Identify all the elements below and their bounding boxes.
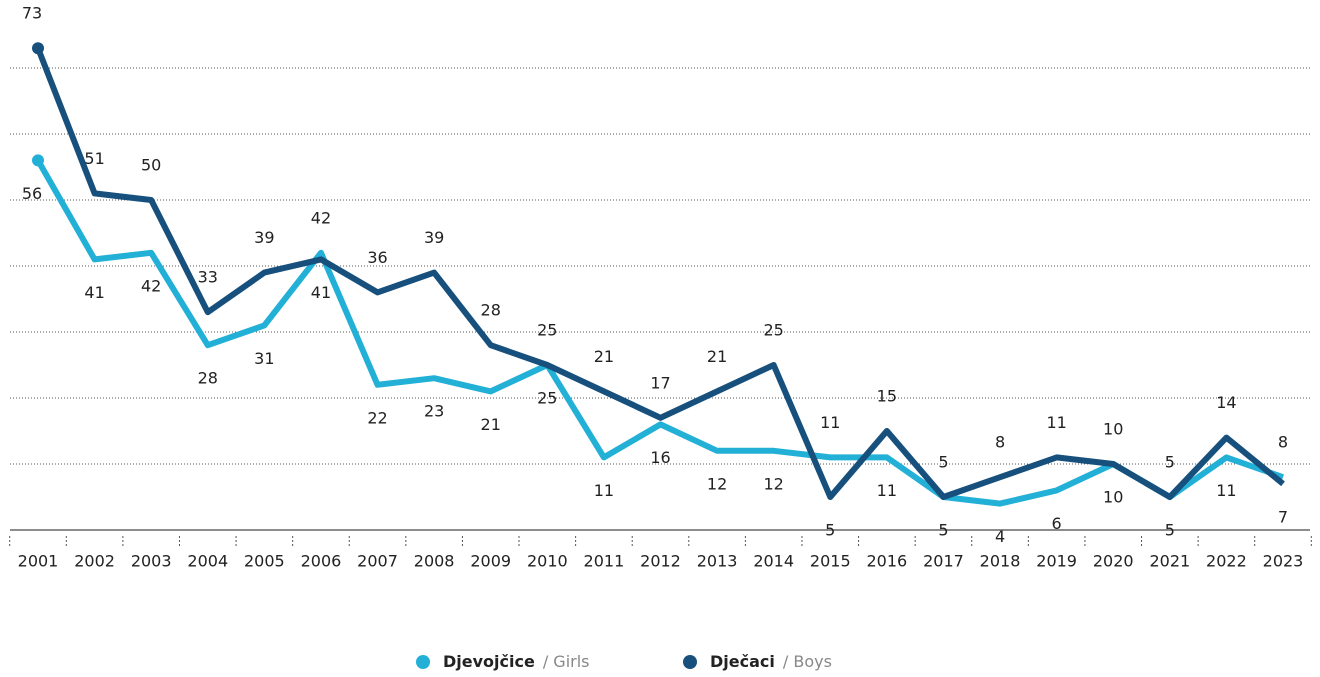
data-label: 42	[141, 276, 161, 295]
legend-marker	[416, 655, 430, 669]
legend-name-en: / Boys	[783, 652, 832, 671]
data-label: 51	[84, 149, 104, 168]
data-label: 41	[311, 283, 331, 302]
x-tick-label: 2023	[1263, 552, 1304, 571]
data-label: 21	[481, 415, 501, 434]
x-tick-label: 2004	[187, 552, 228, 571]
x-tick-label: 2011	[584, 552, 625, 571]
data-label: 28	[481, 301, 501, 320]
legend-name-en: / Girls	[543, 652, 590, 671]
x-tick-label: 2020	[1093, 552, 1134, 571]
x-tick-label: 2019	[1036, 552, 1077, 571]
x-tick-label: 2005	[244, 552, 285, 571]
data-label: 12	[707, 474, 727, 493]
x-tick-label: 2006	[301, 552, 342, 571]
data-label: 28	[198, 369, 218, 388]
data-label: 11	[820, 413, 840, 432]
data-label: 23	[424, 402, 444, 421]
x-tick-label: 2009	[470, 552, 511, 571]
data-label: 14	[1216, 393, 1236, 412]
data-label: 50	[141, 156, 161, 175]
data-label: 25	[537, 389, 557, 408]
x-tick-label: 2008	[414, 552, 455, 571]
data-label: 11	[594, 481, 614, 500]
data-label: 22	[367, 408, 387, 427]
data-label: 5	[938, 453, 948, 472]
data-label: 31	[254, 349, 274, 368]
x-tick-label: 2021	[1149, 552, 1190, 571]
start-point	[32, 154, 44, 167]
series-line	[35, 47, 1285, 500]
data-label: 33	[198, 268, 218, 287]
data-label: 12	[764, 474, 784, 493]
x-tick-label: 2016	[867, 552, 908, 571]
data-label: 5	[1165, 521, 1175, 540]
data-label: 11	[1216, 481, 1236, 500]
data-label: 11	[1046, 413, 1066, 432]
data-label: 42	[311, 208, 331, 227]
data-label: 56	[22, 184, 42, 203]
x-tick-label: 2003	[131, 552, 172, 571]
data-label: 39	[424, 228, 444, 247]
x-tick-label: 2001	[18, 552, 59, 571]
legend-entry: Dječaci / Boys	[710, 652, 832, 671]
data-label: 36	[367, 248, 387, 267]
data-label: 21	[707, 347, 727, 366]
data-label: 11	[877, 481, 897, 500]
x-tick-label: 2022	[1206, 552, 1247, 571]
data-label: 5	[1165, 453, 1175, 472]
x-tick-label: 2012	[640, 552, 681, 571]
x-tick-label: 2010	[527, 552, 568, 571]
data-label: 5	[938, 521, 948, 540]
data-label: 5	[825, 521, 835, 540]
x-tick-label: 2007	[357, 552, 398, 571]
legend-name: Dječaci	[710, 652, 775, 671]
x-tick-label: 2013	[697, 552, 738, 571]
data-label: 25	[764, 321, 784, 340]
data-label: 16	[650, 448, 670, 467]
legend-name: Djevojčice	[443, 652, 535, 671]
data-label: 21	[594, 347, 614, 366]
data-label: 8	[1278, 433, 1288, 452]
x-tick-label: 2002	[74, 552, 115, 571]
start-point	[32, 42, 44, 55]
data-label: 41	[84, 283, 104, 302]
data-label: 39	[254, 228, 274, 247]
data-label: 73	[22, 4, 42, 23]
data-label: 10	[1103, 420, 1123, 439]
data-label: 17	[650, 373, 670, 392]
x-tick-label: 2014	[753, 552, 794, 571]
data-label: 4	[995, 527, 1005, 546]
data-label: 8	[995, 433, 1005, 452]
data-label: 15	[877, 387, 897, 406]
series-line	[35, 158, 1284, 507]
legend-entry: Djevojčice / Girls	[443, 652, 590, 671]
x-tick-label: 2018	[980, 552, 1021, 571]
legend-marker	[683, 655, 697, 669]
data-label: 7	[1278, 507, 1288, 526]
data-label: 25	[537, 321, 557, 340]
data-label: 10	[1103, 488, 1123, 507]
x-tick-label: 2017	[923, 552, 964, 571]
data-label: 6	[1052, 514, 1062, 533]
x-tick-label: 2015	[810, 552, 851, 571]
